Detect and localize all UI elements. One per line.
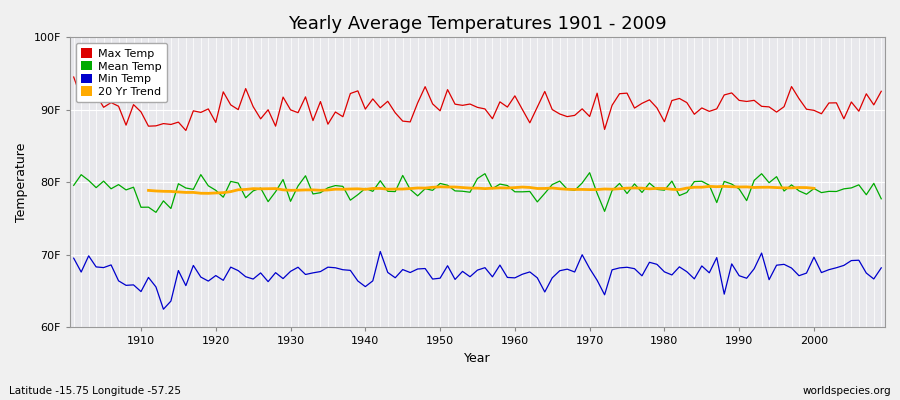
X-axis label: Year: Year bbox=[464, 352, 491, 365]
Text: Latitude -15.75 Longitude -57.25: Latitude -15.75 Longitude -57.25 bbox=[9, 386, 181, 396]
Legend: Max Temp, Mean Temp, Min Temp, 20 Yr Trend: Max Temp, Mean Temp, Min Temp, 20 Yr Tre… bbox=[76, 43, 166, 102]
Y-axis label: Temperature: Temperature bbox=[15, 143, 28, 222]
Title: Yearly Average Temperatures 1901 - 2009: Yearly Average Temperatures 1901 - 2009 bbox=[288, 15, 667, 33]
Text: worldspecies.org: worldspecies.org bbox=[803, 386, 891, 396]
